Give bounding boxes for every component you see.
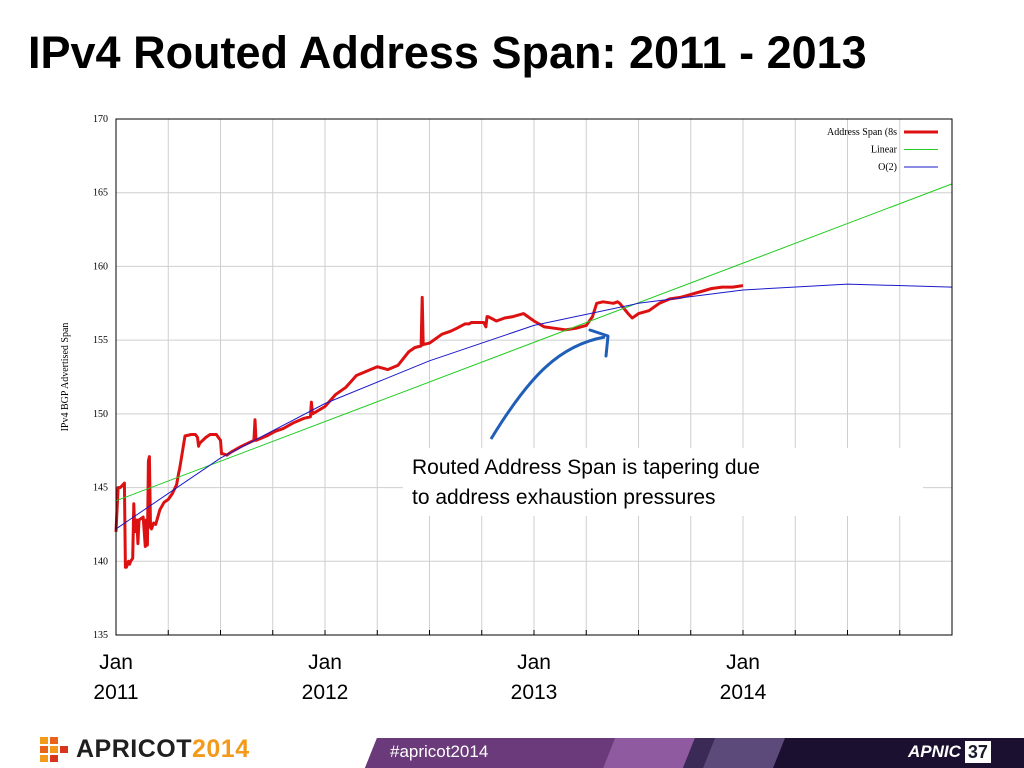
- date-tick-year: 2011: [93, 681, 139, 704]
- y-tick-label: 135: [93, 630, 108, 641]
- apricot-logo-icon: [40, 737, 68, 762]
- series-line-0: [114, 284, 744, 569]
- date-tick-month: Jan: [308, 651, 342, 674]
- y-tick-label: 165: [93, 188, 108, 199]
- date-tick-month: Jan: [726, 651, 760, 674]
- date-tick-label: Jan 2011: [56, 648, 176, 708]
- series-line-2: [115, 283, 953, 530]
- y-tick-label: 150: [93, 409, 108, 420]
- y-axis-label: IPv4 BGP Advertised Span: [60, 323, 71, 432]
- date-tick-label: Jan 2012: [265, 648, 385, 708]
- y-tick-label: 145: [93, 483, 108, 494]
- slide-title: IPv4 Routed Address Span: 2011 - 2013: [28, 27, 867, 78]
- legend-label: Linear: [871, 145, 898, 156]
- date-tick-month: Jan: [99, 651, 133, 674]
- grid-layer: [116, 119, 952, 635]
- legend-layer: Address Span (8s Linear O(2): [827, 127, 938, 173]
- annotation-text: Routed Address Span is tapering due: [412, 456, 760, 479]
- y-tick-label: 170: [93, 114, 108, 125]
- date-tick-year: 2014: [719, 681, 767, 704]
- date-tick-year: 2013: [510, 681, 558, 704]
- annotation-arrow: [489, 335, 606, 440]
- apnic-logo: APNIC 37: [908, 741, 991, 763]
- y-tick-label: 155: [93, 335, 108, 346]
- y-tick-label: 140: [93, 556, 108, 567]
- legend-label: Address Span (8s: [827, 127, 897, 138]
- footer: APRICOT 2014 #apricot2014 APNIC 37: [0, 728, 1024, 768]
- tick-layer: 135 140 145 150 155 160 165 170: [93, 114, 901, 641]
- annotation-box: [403, 448, 923, 516]
- logo-word: APRICOT: [76, 734, 192, 763]
- plot-frame: [115, 118, 953, 636]
- date-tick-label: Jan 2014: [683, 648, 803, 708]
- hashtag: #apricot2014: [390, 742, 489, 761]
- apnic-word: APNIC: [908, 742, 961, 761]
- logo-year: 2014: [192, 734, 250, 763]
- series-layer: [114, 183, 953, 569]
- apricot-logo: APRICOT 2014: [40, 733, 250, 765]
- annotation-layer: Routed Address Span is tapering due to ad…: [403, 328, 923, 516]
- legend-label: O(2): [878, 162, 897, 173]
- chart: 135 140 145 150 155 160 165 170 Address Span (8…: [60, 114, 953, 641]
- apnic-number: 37: [964, 741, 991, 763]
- footer-band: [365, 738, 1024, 768]
- date-tick-label: Jan 2013: [474, 648, 594, 708]
- annotation-text: to address exhaustion pressures: [412, 486, 716, 509]
- date-tick-month: Jan: [517, 651, 551, 674]
- series-line-1: [115, 183, 953, 502]
- date-tick-year: 2012: [301, 681, 349, 704]
- y-tick-label: 160: [93, 261, 108, 272]
- annotation-arrowhead: [588, 328, 610, 358]
